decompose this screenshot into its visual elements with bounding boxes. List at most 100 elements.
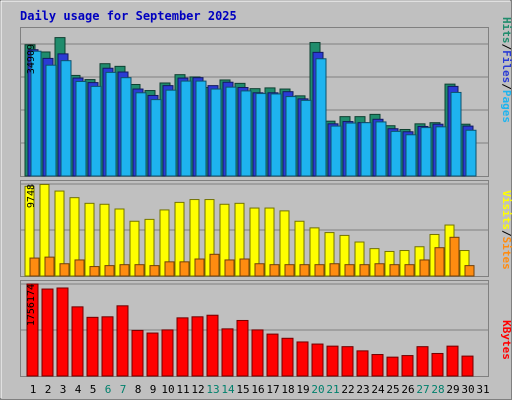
bar-sites-day-5 — [89, 266, 100, 277]
bar-pages-day-25 — [390, 130, 402, 177]
bar-pages-day-4 — [75, 80, 87, 177]
bar-sites-day-8 — [134, 264, 145, 277]
bar-marks — [24, 37, 477, 377]
bar-kbytes-day-26 — [401, 355, 414, 377]
bar-pages-day-23 — [360, 122, 372, 177]
bar-pages-day-13 — [210, 88, 222, 177]
bar-pages-day-17 — [270, 93, 282, 177]
bar-pages-day-29 — [450, 91, 462, 177]
bar-kbytes-day-6 — [101, 316, 114, 377]
x-tick-day-17: 17 — [266, 383, 279, 396]
bar-sites-day-12 — [194, 258, 205, 277]
bar-visits-day-5 — [84, 202, 95, 277]
x-tick-day-2: 2 — [45, 383, 52, 396]
x-tick-day-21: 21 — [326, 383, 339, 396]
side-labels-visits-sites: Visits/Sites — [500, 190, 512, 270]
bar-pages-day-5 — [90, 85, 102, 177]
y-max-label: 1756174 — [26, 284, 37, 326]
bar-kbytes-day-1 — [26, 283, 39, 377]
side-labels-kbytes: KBytes — [500, 320, 512, 360]
bar-pages-day-19 — [300, 99, 312, 177]
x-tick-day-10: 10 — [161, 383, 174, 396]
bar-pages-day-6 — [105, 71, 117, 177]
bar-sites-day-26 — [404, 264, 415, 277]
x-tick-day-22: 22 — [341, 383, 354, 396]
side-label-visits: Visits — [500, 190, 512, 230]
bar-kbytes-day-2 — [41, 288, 54, 377]
bar-sites-day-14 — [224, 259, 235, 277]
side-label-kbytes: KBytes — [500, 320, 512, 360]
bar-sites-day-18 — [284, 264, 295, 277]
x-tick-day-19: 19 — [296, 383, 309, 396]
bar-kbytes-day-23 — [356, 350, 369, 377]
bar-kbytes-day-29 — [446, 345, 459, 377]
x-tick-day-29: 29 — [446, 383, 459, 396]
x-tick-day-27: 27 — [416, 383, 429, 396]
bar-sites-day-13 — [209, 253, 220, 277]
bar-sites-day-24 — [374, 263, 385, 277]
bar-kbytes-day-10 — [161, 329, 174, 377]
bar-sites-day-19 — [299, 264, 310, 277]
bar-sites-day-20 — [314, 264, 325, 277]
bar-sites-day-6 — [104, 265, 115, 277]
bar-pages-day-11 — [180, 80, 192, 177]
bar-kbytes-day-15 — [236, 319, 249, 377]
x-tick-day-1: 1 — [30, 383, 37, 396]
x-tick-day-20: 20 — [311, 383, 324, 396]
bar-kbytes-day-28 — [431, 352, 444, 377]
bar-kbytes-day-5 — [86, 316, 99, 377]
x-tick-day-24: 24 — [371, 383, 385, 396]
x-tick-day-13: 13 — [206, 383, 219, 396]
x-tick-day-25: 25 — [386, 383, 399, 396]
bar-pages-day-12 — [195, 80, 207, 177]
bar-sites-day-29 — [449, 236, 460, 277]
bar-kbytes-day-30 — [461, 355, 474, 377]
x-tick-day-3: 3 — [60, 383, 67, 396]
bar-pages-day-16 — [255, 93, 267, 177]
side-label-pages: Pages — [500, 90, 512, 123]
side-legend-labels: Hits/Files/Pages Visits/Sites KBytes — [500, 17, 512, 360]
x-tick-day-26: 26 — [401, 383, 414, 396]
x-tick-day-23: 23 — [356, 383, 369, 396]
bar-kbytes-day-24 — [371, 354, 384, 377]
bar-sites-day-10 — [164, 261, 175, 277]
bar-pages-day-2 — [45, 64, 57, 177]
bar-kbytes-day-4 — [71, 306, 84, 377]
bar-pages-day-1 — [30, 50, 42, 177]
x-tick-day-12: 12 — [191, 383, 204, 396]
x-tick-day-5: 5 — [90, 383, 97, 396]
bar-sites-day-16 — [254, 263, 265, 277]
bar-pages-day-10 — [165, 89, 177, 177]
bar-sites-day-27 — [419, 259, 430, 277]
bar-sites-day-23 — [359, 264, 370, 277]
bar-kbytes-day-11 — [176, 317, 189, 377]
bar-sites-day-30 — [464, 265, 475, 277]
bar-sites-day-4 — [74, 259, 85, 277]
x-tick-day-28: 28 — [431, 383, 444, 396]
x-tick-day-31: 31 — [476, 383, 489, 396]
bar-kbytes-day-12 — [191, 316, 204, 377]
bar-kbytes-day-27 — [416, 346, 429, 377]
bar-kbytes-day-21 — [326, 345, 339, 377]
x-tick-day-11: 11 — [176, 383, 189, 396]
side-label-sites: Sites — [500, 237, 512, 270]
bar-pages-day-30 — [465, 129, 477, 177]
bar-sites-day-25 — [389, 264, 400, 277]
bar-kbytes-day-13 — [206, 314, 219, 377]
x-tick-day-4: 4 — [75, 383, 82, 396]
bar-sites-day-3 — [59, 263, 70, 277]
bar-kbytes-day-25 — [386, 356, 399, 377]
bar-pages-day-24 — [375, 121, 387, 177]
bar-pages-day-20 — [315, 58, 327, 177]
bar-pages-day-14 — [225, 86, 237, 177]
x-tick-day-15: 15 — [236, 383, 249, 396]
x-tick-labels: 1 2 3 4 5 6 7 8 9 10 11 12 13 14 15 16 17 18 19 20 21 22 23 24 2… — [30, 383, 490, 396]
bar-kbytes-day-22 — [341, 346, 354, 377]
bar-sites-day-7 — [119, 264, 130, 277]
bar-pages-day-8 — [135, 92, 147, 177]
bar-sites-day-22 — [344, 264, 355, 277]
bar-kbytes-day-17 — [266, 333, 279, 377]
bar-kbytes-day-14 — [221, 328, 234, 377]
chart-title: Daily usage for September 2025 — [20, 9, 237, 23]
